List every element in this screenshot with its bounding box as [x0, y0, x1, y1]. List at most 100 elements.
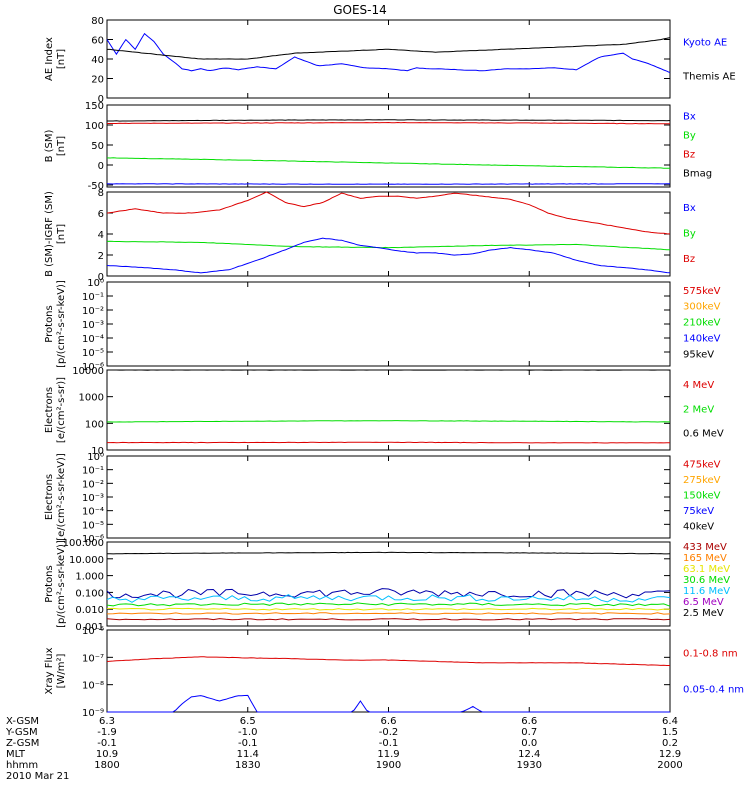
xaxis-value-x-gsm-0: 6.3 [99, 716, 115, 727]
protons1-ytick-label-1: 10⁻¹ [82, 292, 104, 303]
protons1-legend-4: 95keV [683, 349, 714, 360]
xaxis-value-hhmm-4: 2000 [657, 760, 682, 771]
bsm-ytick-label-0: -50 [88, 181, 104, 192]
protons1-ylabel: Protons [44, 305, 55, 342]
xaxis-value-y-gsm-2: -0.2 [379, 727, 399, 738]
bigrf-legend-2: Bz [683, 254, 695, 265]
bigrf-series-bx [106, 237, 671, 274]
protons2-legend-3: 30.6 MeV [683, 575, 730, 586]
protons2-legend-2: 63.1 MeV [683, 564, 730, 575]
electrons2-ytick-label-1: 10⁻¹ [82, 466, 104, 477]
protons2-legend-4: 11.6 MeV [683, 586, 730, 597]
ae-ytick-label-2: 40 [91, 55, 104, 66]
protons2-series-6-5-mev [106, 588, 671, 599]
xaxis-value-y-gsm-1: -1.0 [238, 727, 258, 738]
protons2-ytick-label-5: 100.000 [63, 538, 104, 549]
bigrf-legend-1: By [683, 229, 696, 240]
electrons1-ytick-label-3: 10000 [72, 366, 104, 377]
xaxis-value-x-gsm-1: 6.5 [240, 716, 256, 727]
electrons2-ytick-label-3: 10⁻³ [82, 493, 104, 504]
electrons1-ylabel: Electrons [44, 387, 55, 433]
bigrf-ytick-label-2: 4 [98, 230, 104, 241]
xray-legend-1: 0.05-0.4 nm [683, 684, 744, 695]
plot-title: GOES-14 [333, 3, 387, 17]
bsm-ytick-label-2: 50 [91, 141, 104, 152]
protons2-series-63-1-mev [106, 607, 671, 611]
xray-ytick-label-3: 10⁻⁹ [82, 708, 104, 719]
ae-ytick-label-0: 0 [98, 94, 104, 105]
protons1-ylabel-units: [p/(cm²-s-sr-keV)] [56, 280, 67, 368]
protons2-series-433-mev [106, 618, 671, 621]
bigrf-series-bz [106, 191, 671, 235]
protons2-series-30-6-mev [106, 602, 671, 607]
xaxis-value-mlt-3: 12.4 [518, 749, 540, 760]
electrons2-ytick-label-2: 10⁻² [82, 479, 104, 490]
protons2-ytick-label-4: 10.000 [69, 555, 104, 566]
xaxis-value-z-gsm-0: -0.1 [97, 738, 117, 749]
bsm-series-bz [107, 121, 670, 125]
xaxis-date: 2010 Mar 21 [6, 771, 69, 782]
xray-frame [106, 629, 671, 713]
bsm-frame [106, 104, 671, 188]
protons2-series-11-6-mev [106, 594, 671, 603]
bsm-ylabel-units: [nT] [56, 136, 67, 156]
electrons2-frame [106, 455, 671, 539]
xray-ytick-label-2: 10⁻⁸ [82, 681, 104, 692]
protons2-legend-0: 433 MeV [683, 542, 727, 553]
electrons2-ylabel-units: [e/(cm²-s-sr-keV)] [56, 453, 67, 541]
bigrf-ylabel-units: [nT] [56, 224, 67, 244]
ae-ylabel: AE Index [44, 37, 55, 81]
protons2-legend-1: 165 MeV [683, 553, 727, 564]
bsm-series-by [106, 157, 671, 169]
protons2-legend-6: 2.5 MeV [683, 608, 724, 619]
xaxis-value-mlt-0: 10.9 [96, 749, 118, 760]
xaxis-row-label-y-gsm: Y-GSM [5, 727, 38, 738]
xaxis-value-x-gsm-2: 6.6 [381, 716, 397, 727]
electrons2-ytick-label-0: 10⁰ [87, 452, 104, 463]
ae-legend-0: Kyoto AE [683, 37, 727, 48]
protons1-frame [106, 281, 671, 367]
xaxis-value-z-gsm-1: -0.1 [238, 738, 258, 749]
electrons1-series-2-mev [107, 420, 670, 423]
bigrf-ytick-label-3: 6 [98, 209, 104, 220]
bigrf-ylabel: B (SM)-IGRF (SM) [44, 191, 55, 277]
xaxis-value-hhmm-2: 1900 [376, 760, 401, 771]
ae-series-themis-ae [107, 37, 671, 60]
xaxis-value-hhmm-1: 1830 [235, 760, 260, 771]
electrons2-legend-0: 475keV [683, 460, 721, 471]
xaxis-row-label-hhmm: hhmm [6, 760, 38, 771]
xaxis-value-mlt-4: 12.9 [659, 749, 681, 760]
ae-ytick-label-1: 20 [91, 75, 104, 86]
electrons1-ytick-label-0: 10 [91, 446, 104, 457]
protons2-ytick-label-0: 0.001 [75, 622, 104, 633]
ae-legend-1: Themis AE [682, 71, 736, 82]
bsm-legend-3: Bmag [683, 169, 712, 180]
electrons1-legend-0: 4 MeV [683, 380, 714, 391]
bigrf-legend-0: Bx [683, 203, 696, 214]
electrons1-ytick-label-2: 1000 [79, 393, 104, 404]
protons2-series-165-mev [106, 612, 671, 615]
bigrf-ytick-label-0: 0 [98, 272, 104, 283]
bsm-legend-2: Bz [683, 149, 695, 160]
protons1-ytick-label-2: 10⁻² [82, 306, 104, 317]
electrons1-ylabel-units: [e/(cm²-s-sr)] [56, 377, 67, 443]
ae-ytick-label-3: 60 [91, 36, 104, 47]
electrons2-legend-4: 40keV [683, 521, 714, 532]
xray-ytick-label-0: 10⁻⁶ [82, 626, 104, 637]
xaxis-value-z-gsm-4: 0.2 [662, 738, 678, 749]
protons1-legend-1: 300keV [683, 302, 721, 313]
electrons1-ytick-label-1: 100 [85, 419, 104, 430]
xaxis-row-label-mlt: MLT [6, 749, 26, 760]
bsm-ytick-label-3: 100 [85, 121, 104, 132]
protons1-ytick-label-0: 10⁰ [87, 278, 104, 289]
bigrf-series-by [106, 240, 670, 251]
xaxis-value-z-gsm-2: -0.1 [379, 738, 399, 749]
xaxis-value-mlt-1: 11.4 [237, 749, 259, 760]
protons1-ytick-label-6: 10⁻⁶ [82, 362, 104, 373]
xaxis-value-y-gsm-4: 1.5 [662, 727, 678, 738]
xray-ytick-label-1: 10⁻⁷ [82, 653, 104, 664]
electrons2-legend-3: 75keV [683, 506, 714, 517]
protons2-ytick-label-1: 0.010 [75, 605, 104, 616]
protons1-ytick-label-5: 10⁻⁵ [82, 348, 104, 359]
